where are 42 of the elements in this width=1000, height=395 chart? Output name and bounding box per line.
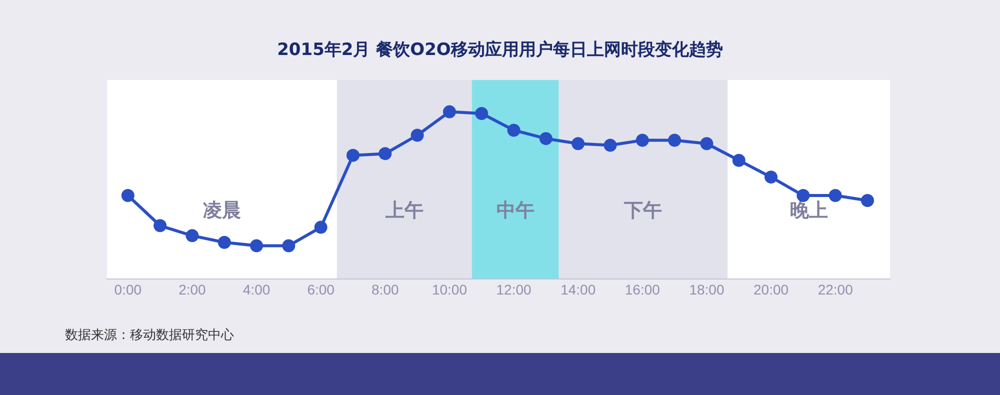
band-label: 上午 [384,199,424,222]
point [346,148,360,162]
point [378,147,392,160]
point [636,134,649,147]
point [668,134,682,147]
point [572,137,585,150]
point [732,154,746,167]
x-tick-label: 18:00 [689,281,724,298]
point [314,220,328,234]
chart-title: 2015年2月 餐饮O2O移动应用用户每日上网时段变化趋势 [276,39,724,61]
point [250,239,264,252]
point [186,229,199,242]
point [475,106,488,120]
x-tick-label: 12:00 [496,281,532,298]
point [700,137,714,150]
point [507,124,520,137]
point [121,189,134,202]
band-label: 晚上 [790,199,828,222]
point [539,132,552,146]
point [604,138,617,152]
point [218,236,231,249]
x-tick-label: 22:00 [818,281,854,298]
x-tick-label: 2:00 [178,281,206,298]
point [764,170,778,184]
point [410,128,424,142]
point [282,239,296,252]
x-tick-label: 4:00 [242,281,270,298]
point [860,194,874,208]
x-tick-label: 14:00 [560,281,596,298]
x-tick-label: 10:00 [432,281,468,298]
point [442,105,456,118]
x-tick-label: 16:00 [624,281,660,298]
x-tick-label: 0:00 [114,281,142,298]
point [828,189,842,202]
x-tick-label: 20:00 [754,281,789,298]
point [154,219,167,232]
band-label: 中午 [496,199,534,222]
band-label: 凌晨 [202,199,241,222]
band-label: 下午 [623,199,662,222]
x-tick-label: 6:00 [307,281,335,298]
x-tick-label: 8:00 [372,281,399,298]
source-note: 数据来源：移动数据研究中心 [65,327,234,344]
